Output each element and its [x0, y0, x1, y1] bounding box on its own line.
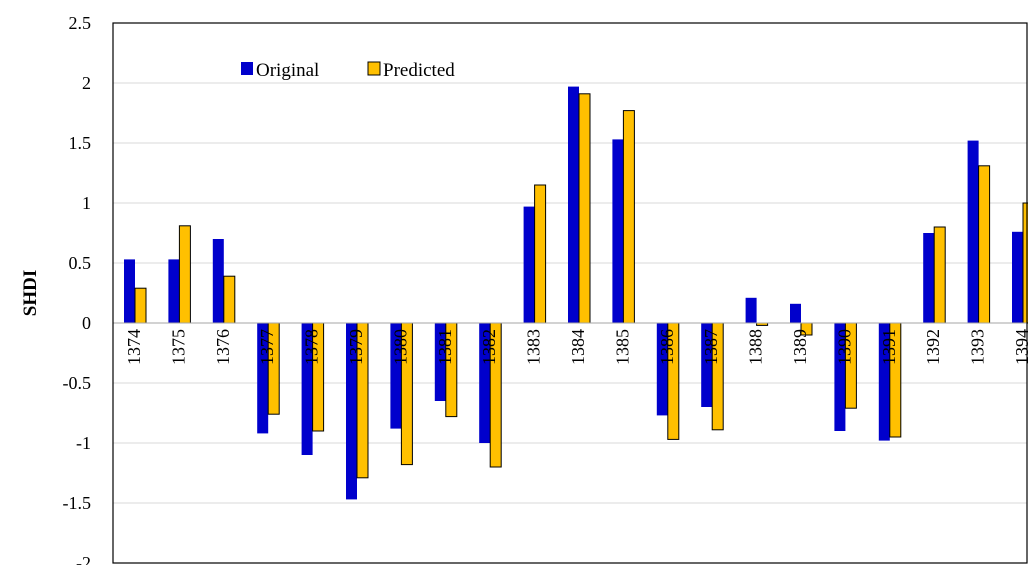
- x-tick-label: 1379: [346, 329, 366, 365]
- x-tick-label: 1386: [657, 329, 677, 365]
- bar-predicted-1393: [978, 165, 991, 324]
- bar-original-1380: [390, 323, 402, 429]
- bar-predicted-1385: [622, 110, 635, 324]
- x-tick-label: 1392: [923, 329, 943, 365]
- bar-original-1375: [168, 259, 180, 323]
- x-tick-label: 1391: [879, 329, 899, 365]
- bar-original-1388: [745, 297, 757, 323]
- x-tick-label: 1378: [302, 329, 322, 365]
- y-tick-label: 0: [82, 313, 91, 333]
- y-tick-label: -2: [76, 553, 91, 565]
- x-tick-label: 1376: [213, 329, 233, 365]
- bar-original-1377: [257, 323, 269, 434]
- y-tick-label: 1: [82, 193, 91, 213]
- x-tick-label: 1375: [168, 329, 188, 365]
- bar-original-1379: [346, 323, 357, 500]
- y-tick-label: 0.5: [69, 253, 92, 273]
- bar-original-1389: [790, 303, 801, 323]
- x-tick-label: 1377: [257, 329, 277, 365]
- x-tick-label: 1384: [568, 329, 588, 365]
- y-axis-title: SHDI: [20, 270, 41, 316]
- x-tick-label: 1381: [435, 329, 455, 365]
- bar-original-1376: [212, 239, 224, 323]
- bar-original-1394: [1012, 231, 1023, 323]
- y-tick-labels: 2.5 2 1.5 1 0.5 0 -0.5 -1 -1.5 -2: [63, 13, 92, 565]
- bar-predicted-1392: [933, 226, 946, 324]
- bar-original-1392: [923, 233, 935, 323]
- x-tick-label: 1389: [790, 329, 810, 365]
- bar-predicted-1394: [1022, 202, 1028, 324]
- y-tick-label: 2: [82, 73, 91, 93]
- legend-label-predicted: Predicted: [383, 60, 455, 81]
- x-tick-label: 1388: [746, 329, 766, 365]
- y-tick-label: -0.5: [63, 373, 92, 393]
- y-tick-label: -1.5: [63, 493, 92, 513]
- bar-original-1391: [878, 323, 890, 441]
- bar-original-1383: [523, 206, 535, 323]
- x-tick-label: 1380: [390, 329, 410, 365]
- bar-original-1393: [967, 140, 979, 323]
- bar-original-1381: [434, 323, 446, 401]
- plot-area-border: [112, 22, 1028, 564]
- legend-swatch-predicted: [367, 61, 381, 76]
- bar-original-1382: [479, 323, 491, 443]
- bar-original-1385: [612, 139, 624, 323]
- bar-original-1378: [301, 323, 313, 455]
- x-tick-label: 1393: [968, 329, 988, 365]
- bar-original-1374: [124, 259, 135, 323]
- bar-predicted-1375: [178, 225, 191, 324]
- legend-swatch-original: [241, 62, 253, 75]
- bars-layer: [124, 86, 1028, 500]
- bar-original-1387: [701, 323, 713, 407]
- x-tick-label: 1387: [701, 329, 721, 365]
- x-tick-label: 1390: [834, 329, 854, 365]
- x-tick-label: 1385: [612, 329, 632, 365]
- x-tick-labels: 1374 1375 1376 1377 1378 1379 1380 1381 1382 1383…: [124, 329, 1028, 365]
- legend: Original Predicted: [241, 60, 455, 81]
- y-tick-label: 1.5: [69, 133, 92, 153]
- x-tick-label: 1383: [524, 329, 544, 365]
- bar-predicted-1383: [534, 184, 547, 324]
- x-tick-label: 1374: [124, 329, 144, 365]
- x-tick-label: 1394: [1012, 329, 1028, 365]
- bar-predicted-1384: [578, 93, 591, 324]
- bar-original-1390: [834, 323, 846, 431]
- legend-label-original: Original: [256, 60, 319, 81]
- bar-predicted-1376: [223, 275, 236, 324]
- bar-original-1384: [568, 86, 579, 323]
- x-tick-label: 1382: [479, 329, 499, 365]
- y-tick-label: 2.5: [69, 13, 92, 33]
- y-tick-label: -1: [76, 433, 91, 453]
- bar-predicted-1374: [134, 287, 147, 324]
- bar-original-1386: [656, 323, 668, 416]
